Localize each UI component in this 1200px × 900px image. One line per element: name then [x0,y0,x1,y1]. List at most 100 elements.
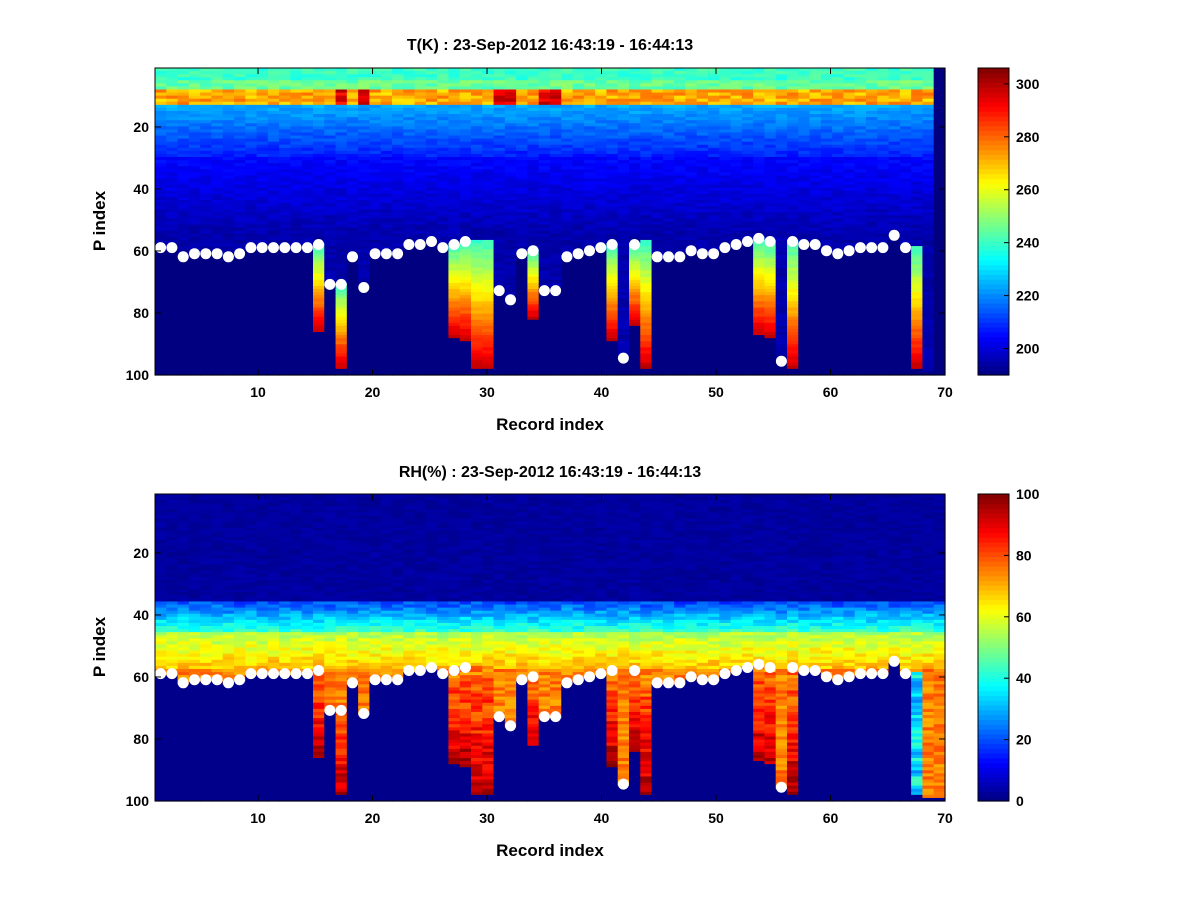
heatmap-cell [290,196,303,201]
heatmap-cell [403,212,416,216]
heatmap-cell [358,107,371,112]
heatmap-cell [200,166,213,170]
heatmap-cell [380,123,393,127]
heatmap-cell [211,289,224,293]
heatmap-cell [403,160,416,164]
heatmap-cell [392,123,404,127]
heatmap-cell [166,359,179,364]
heatmap-cell [290,279,303,284]
heatmap-cell [324,89,337,94]
heatmap-cell [222,68,235,72]
heatmap-cell [177,147,190,152]
heatmap-cell [392,239,404,244]
heatmap-cell [267,215,280,220]
heatmap-cell [290,71,303,75]
heatmap-cell [155,160,167,164]
heatmap-cell [392,298,404,302]
heatmap-cell [222,347,235,352]
heatmap-cell [358,249,371,253]
heatmap-cell [358,218,371,223]
heatmap-cell [188,123,201,127]
heatmap-cell [155,123,167,127]
heatmap-cell [177,203,190,207]
heatmap-cell [392,196,404,201]
heatmap-cell [369,322,382,327]
heatmap-cell [346,150,359,155]
heatmap-cell [414,200,427,204]
heatmap-cell [335,77,348,81]
heatmap-cell [324,86,337,91]
heatmap-cell [155,129,167,134]
heatmap-cell [324,169,337,173]
heatmap-cell [425,181,438,186]
heatmap-cell [403,132,416,137]
heatmap-cell [177,86,190,91]
heatmap-cell [358,365,371,370]
heatmap-cell [256,123,269,127]
heatmap-cell [358,77,371,81]
heatmap-cell [380,319,393,324]
heatmap-cell [166,212,179,216]
heatmap-cell [279,270,292,275]
heatmap-cell [346,74,359,78]
heatmap-cell [437,175,450,180]
heatmap-cell [234,178,246,183]
heatmap-cell [211,371,224,376]
heatmap-cell [313,89,325,94]
heatmap-cell [335,74,348,78]
heatmap-cell [346,350,359,355]
heatmap-cell [313,353,325,358]
heatmap-cell [392,328,404,333]
heatmap-cell [245,267,258,272]
heatmap-cell [166,279,179,284]
heatmap-cell [335,86,348,91]
heatmap-cell [380,338,393,342]
heatmap-cell [313,236,325,241]
heatmap-cell [437,227,450,232]
heatmap-cell [313,270,325,275]
heatmap-cell [414,114,427,118]
heatmap-cell [200,117,213,121]
heatmap-cell [313,310,325,315]
heatmap-cell [414,359,427,364]
heatmap-cell [177,353,190,358]
heatmap-cell [279,92,292,97]
heatmap-cell [290,332,303,336]
heatmap-cell [301,356,314,361]
heatmap-cell [279,261,292,266]
heatmap-cell [437,114,450,118]
heatmap-cell [425,200,438,204]
heatmap-cell [234,292,246,296]
heatmap-cell [188,83,201,88]
heatmap-cell [188,129,201,134]
heatmap-cell [369,304,382,309]
heatmap-cell [256,89,269,94]
heatmap-cell [335,104,348,109]
heatmap-cell [369,71,382,75]
heatmap-cell [346,319,359,324]
heatmap-cell [335,338,348,342]
heatmap-cell [290,236,303,241]
heatmap-cell [290,200,303,204]
heatmap-cell [403,252,416,256]
heatmap-cell [335,341,348,345]
heatmap-cell [222,344,235,348]
heatmap-cell [301,98,314,103]
heatmap-cell [369,123,382,127]
heatmap-cell [346,71,359,75]
heatmap-cell [414,258,427,263]
heatmap-cell [279,239,292,244]
heatmap-cell [313,224,325,229]
heatmap-cell [414,261,427,266]
heatmap-cell [414,196,427,201]
heatmap-cell [414,356,427,361]
heatmap-cell [437,181,450,186]
heatmap-cell [290,150,303,155]
heatmap-cell [369,120,382,124]
heatmap-cell [301,359,314,364]
heatmap-cell [290,110,303,115]
heatmap-cell [200,230,213,235]
heatmap-cell [279,356,292,361]
heatmap-cell [380,341,393,345]
heatmap-cell [211,215,224,220]
